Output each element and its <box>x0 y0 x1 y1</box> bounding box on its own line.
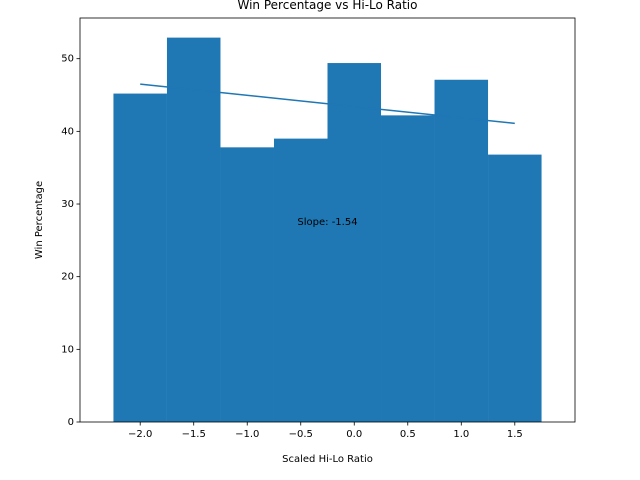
y-tick-label: 30 <box>61 199 74 210</box>
x-tick-label: −2.0 <box>128 429 152 440</box>
chart-title: Win Percentage vs Hi-Lo Ratio <box>238 0 418 12</box>
x-axis-ticks: −2.0 −1.5 −1.0 −0.5 0.0 0.5 1.0 1.5 <box>128 422 523 440</box>
x-tick-label: −0.5 <box>289 429 313 440</box>
bar <box>220 147 274 422</box>
bar <box>327 63 382 423</box>
y-axis-ticks: 0 10 20 30 40 50 <box>61 54 80 428</box>
x-tick-label: 0.5 <box>400 429 416 440</box>
bar <box>273 138 328 422</box>
x-tick-label: −1.0 <box>235 429 259 440</box>
bar <box>434 79 489 423</box>
bar <box>113 93 167 422</box>
bar <box>166 37 221 422</box>
slope-annotation: Slope: -1.54 <box>297 217 357 228</box>
y-tick-label: 40 <box>61 126 74 137</box>
x-axis-label: Scaled Hi-Lo Ratio <box>282 454 373 465</box>
y-tick-label: 10 <box>61 344 74 355</box>
x-tick-label: 1.5 <box>507 429 523 440</box>
x-tick-label: 1.0 <box>453 429 469 440</box>
x-tick-label: 0.0 <box>346 429 362 440</box>
plot-frame <box>79 17 576 423</box>
bar <box>488 154 542 422</box>
bar <box>381 115 435 422</box>
bars <box>113 37 542 423</box>
y-tick-label: 20 <box>61 272 74 283</box>
trend-line <box>140 83 515 125</box>
x-tick-label: −1.5 <box>182 429 206 440</box>
y-axis-label: Win Percentage <box>34 181 45 259</box>
y-tick-label: 0 <box>68 417 74 428</box>
y-tick-label: 50 <box>61 54 74 65</box>
